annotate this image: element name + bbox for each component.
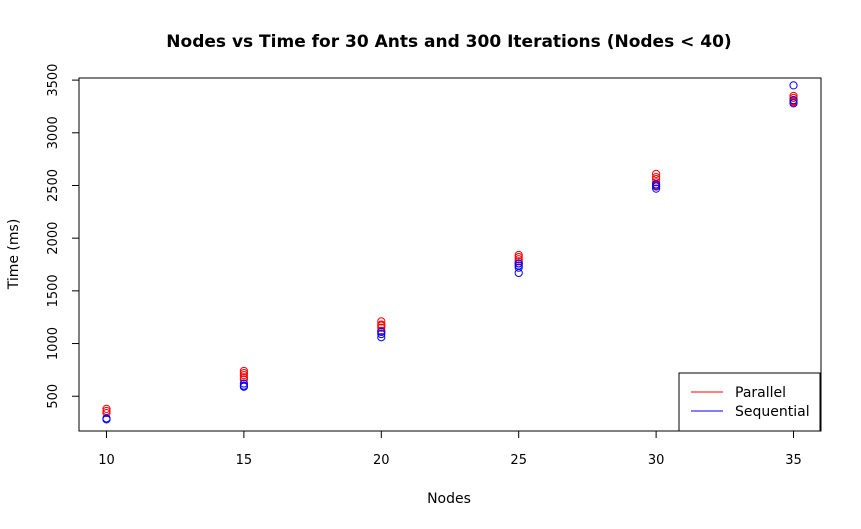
chart-title: Nodes vs Time for 30 Ants and 300 Iterat… [166,32,731,52]
data-point-parallel [239,366,248,376]
data-point-parallel [377,317,386,326]
x-tick-label: 10 [98,453,115,468]
legend: Parallel Sequential [678,372,821,432]
x-tick-label: 20 [373,453,390,468]
data-point-parallel [514,257,523,266]
data-point-sequential [652,182,661,191]
x-tick-label: 15 [236,453,253,468]
y-tick-label: 3500 [46,64,61,97]
data-point-sequential [239,379,248,388]
data-point-parallel [652,169,661,178]
data-point-parallel [789,93,798,103]
x-tick-label: 30 [648,453,665,468]
y-tick-label: 1000 [46,327,61,360]
x-axis-label: Nodes [427,491,471,507]
data-point-parallel [102,404,111,413]
y-tick-label: 500 [46,384,61,409]
y-axis: 500 1000 1500 2000 2500 3000 3500 [46,64,80,409]
data-points [102,81,798,424]
data-point-sequential [377,333,386,342]
data-point-parallel [239,371,248,380]
data-point-parallel [377,323,386,332]
data-point-sequential [514,259,523,268]
legend-label-sequential: Sequential [735,404,810,420]
data-point-sequential [652,180,661,189]
data-point-parallel [514,250,523,260]
x-axis: 10 15 20 25 30 35 [98,430,802,468]
legend-box [678,372,821,432]
data-point-sequential [789,99,798,108]
y-tick-label: 2000 [46,222,61,255]
data-point-parallel [514,253,523,262]
y-axis-label: Time (ms) [6,219,22,291]
data-point-parallel [652,178,661,187]
data-point-sequential [514,261,523,270]
data-point-parallel [102,408,111,418]
x-tick-label: 35 [785,453,802,468]
data-point-parallel [239,368,248,378]
data-point-parallel [239,373,248,382]
data-point-sequential [239,381,248,390]
data-point-sequential [377,329,386,339]
data-point-sequential [652,184,661,193]
data-point-sequential [789,96,798,105]
y-tick-label: 2500 [46,169,61,202]
data-point-sequential [789,81,798,90]
legend-label-parallel: Parallel [735,385,786,401]
y-tick-label: 1500 [46,274,61,307]
x-tick-label: 25 [510,453,527,468]
data-point-sequential [377,327,386,337]
data-point-sequential [102,414,111,423]
y-tick-label: 3000 [46,116,61,149]
data-point-parallel [514,255,523,264]
data-point-sequential [514,263,523,272]
